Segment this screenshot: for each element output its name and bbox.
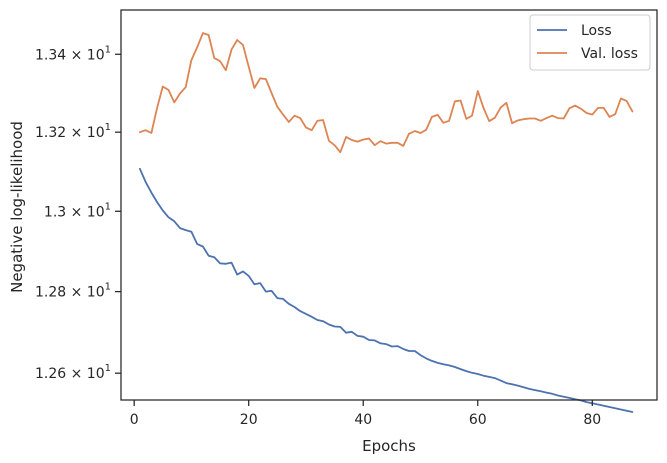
y-tick-label: 1.32 × 101 [35,122,111,141]
series-line-val-loss [138,32,634,154]
series-line-loss [138,167,634,413]
x-tick-label: 20 [240,412,258,428]
legend-box [529,14,651,71]
y-axis-label: Negative log-likelihood [8,121,26,293]
plot-frame [120,9,658,401]
x-axis-ticks: 0 20 40 60 80 [130,400,601,428]
x-tick-label: 40 [354,412,372,428]
legend-label-val-loss: Val. loss [581,46,638,62]
y-tick-label: 1.28 × 101 [35,282,111,301]
y-tick-label: 1.34 × 101 [35,44,111,63]
legend-label-loss: Loss [581,23,612,39]
x-axis-label: Epochs [362,437,416,455]
x-tick-label: 60 [469,412,487,428]
y-tick-label: 1.26 × 101 [35,363,111,382]
y-tick-label: 1.3 × 101 [44,201,111,220]
x-tick-label: 0 [130,412,139,428]
legend: Loss Val. loss [529,14,651,71]
series-layer [138,32,634,413]
y-axis-ticks: 1.26 × 101 1.28 × 101 1.3 × 101 1.32 × 101 1… [35,44,121,382]
x-tick-label: 80 [583,412,601,428]
